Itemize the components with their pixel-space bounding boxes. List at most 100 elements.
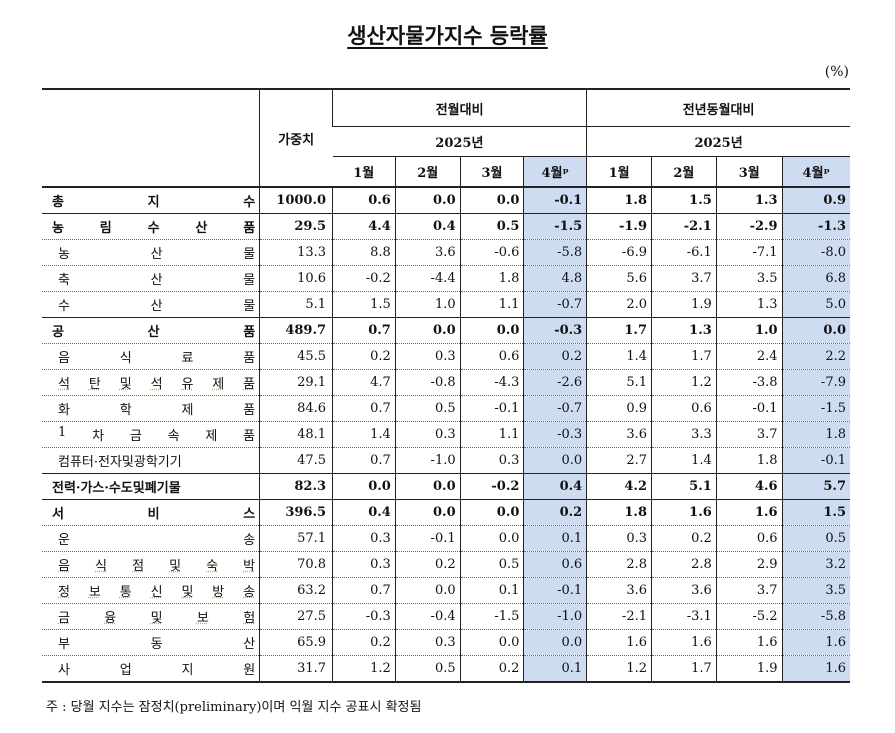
mom-cell: 0.3 [459,447,524,474]
yoy-cell: 4.2 [586,473,652,500]
yoy-cell: -2.1 [651,213,717,240]
yoy-cell: 3.5 [781,577,850,604]
mom-cell: 0.6 [459,343,524,370]
yoy-cell: -2.9 [715,213,783,240]
mom-cell: 0.2 [332,629,396,656]
mom-cell: 0.1 [523,525,587,552]
mom-cell: 0.0 [459,499,524,526]
yoy-cell: 2.8 [651,551,717,578]
header-month: 1월 [586,156,652,187]
mom-cell: 0.2 [523,499,587,526]
yoy-cell: 5.6 [586,265,652,292]
mom-cell: 0.2 [394,551,461,578]
mom-cell: 4.7 [332,369,396,396]
mom-cell: 1.5 [332,291,396,318]
yoy-cell: 1.8 [715,447,783,474]
mom-cell: -0.1 [394,525,461,552]
mom-cell: 0.1 [523,655,587,682]
mom-cell: 0.3 [332,525,396,552]
weight-cell: 27.5 [259,603,333,630]
mom-cell: 0.3 [332,551,396,578]
mom-cell: 0.2 [459,655,524,682]
unit-label: (%) [824,64,849,80]
weight-cell: 65.9 [259,629,333,656]
mom-cell: -1.5 [523,213,587,240]
yoy-cell: 0.6 [651,395,717,422]
weight-cell: 82.3 [259,473,333,500]
yoy-cell: 1.4 [651,447,717,474]
yoy-cell: 1.9 [651,291,717,318]
weight-cell: 31.7 [259,655,333,682]
mom-cell: 0.6 [523,551,587,578]
yoy-cell: 1.7 [651,655,717,682]
weight-cell: 63.2 [259,577,333,604]
yoy-cell: 2.9 [715,551,783,578]
mom-cell: 0.5 [394,395,461,422]
header-month: 3월 [715,156,783,187]
yoy-cell: 4.6 [715,473,783,500]
header-year-mom: 2025년 [332,126,587,157]
table-row: 음 식 료 품 45.5 0.2 0.3 0.6 0.2 1.4 1.7 2.4 2.2 [42,343,850,370]
yoy-cell: 2.4 [715,343,783,370]
mom-cell: 0.4 [332,499,396,526]
mom-cell: 0.7 [332,317,396,344]
mom-cell: -0.2 [459,473,524,500]
weight-cell: 70.8 [259,551,333,578]
yoy-cell: 1.7 [586,317,652,344]
table-row: 총 지 수 1000.0 0.6 0.0 0.0 -0.1 1.8 1.5 1.3 0.9 [42,187,850,214]
weight-cell: 45.5 [259,343,333,370]
header-label-blank [42,89,260,187]
footnote: 주 : 당월 지수는 잠정치(preliminary)이며 익월 지수 공표시 … [46,700,422,715]
mom-cell: 0.7 [332,395,396,422]
yoy-cell: 0.9 [586,395,652,422]
yoy-cell: 3.3 [651,421,717,448]
mom-cell: -0.1 [459,395,524,422]
mom-cell: 8.8 [332,239,396,266]
yoy-cell: 0.6 [715,525,783,552]
mom-cell: -0.8 [394,369,461,396]
yoy-cell: 5.7 [781,473,850,500]
yoy-cell: 3.7 [651,265,717,292]
header-year-yoy: 2025년 [586,126,850,157]
row-label: 전력·가스·수도및폐기물 [52,481,181,496]
yoy-cell: 0.3 [586,525,652,552]
table-row: 축 산 물 10.6 -0.2 -4.4 1.8 4.8 5.6 3.7 3.5 6.8 [42,265,850,292]
mom-cell: -0.4 [394,603,461,630]
mom-cell: -0.1 [523,187,587,214]
mom-cell: 0.0 [459,317,524,344]
weight-cell: 13.3 [259,239,333,266]
yoy-cell: 1.6 [586,629,652,656]
weight-cell: 5.1 [259,291,333,318]
table-row: 사 업 지 원 31.7 1.2 0.5 0.2 0.1 1.2 1.7 1.9 1.6 [42,655,850,682]
mom-cell: 0.0 [523,629,587,656]
table-row: 농 림 수 산 품 29.5 4.4 0.4 0.5 -1.5 -1.9 -2.1 -2.9 -1.3 [42,213,850,240]
weight-cell: 29.1 [259,369,333,396]
yoy-cell: 0.0 [781,317,850,344]
mom-cell: 1.4 [332,421,396,448]
mom-cell: -0.7 [523,291,587,318]
weight-cell: 84.6 [259,395,333,422]
mom-cell: 1.1 [459,421,524,448]
yoy-cell: -0.1 [715,395,783,422]
yoy-cell: -1.3 [781,213,850,240]
mom-cell: 0.0 [332,473,396,500]
mom-cell: 0.5 [459,551,524,578]
mom-cell: 0.5 [394,655,461,682]
mom-cell: -5.8 [523,239,587,266]
mom-cell: -0.7 [523,395,587,422]
mom-cell: -0.3 [523,421,587,448]
weight-cell: 396.5 [259,499,333,526]
mom-cell: 4.4 [332,213,396,240]
yoy-cell: 3.6 [586,577,652,604]
header-month: 4월ᵖ [523,156,587,187]
row-label: 컴퓨터·전자및광학기기 [58,455,182,470]
yoy-cell: 1.5 [781,499,850,526]
